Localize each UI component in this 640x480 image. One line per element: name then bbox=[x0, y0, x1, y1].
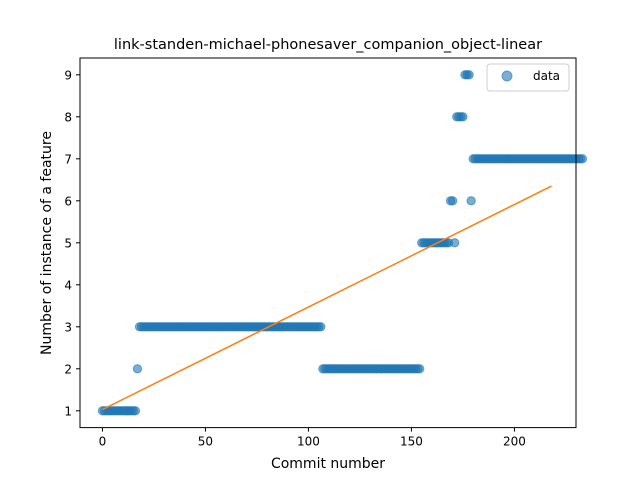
legend-marker bbox=[501, 70, 513, 82]
data-point bbox=[466, 196, 476, 206]
x-tick-label: 200 bbox=[503, 435, 526, 449]
data-point bbox=[464, 70, 474, 80]
y-tick-label: 2 bbox=[64, 362, 72, 376]
data-point bbox=[447, 196, 458, 206]
y-tick-label: 8 bbox=[64, 110, 72, 124]
y-tick-label: 7 bbox=[64, 152, 72, 166]
x-tick-label: 50 bbox=[198, 435, 213, 449]
y-tick-label: 6 bbox=[64, 194, 72, 208]
y-tick-label: 5 bbox=[64, 236, 72, 250]
y-axis-label: Number of instance of a feature bbox=[39, 131, 55, 355]
x-axis-label: Commit number bbox=[271, 456, 385, 472]
y-tick-label: 9 bbox=[64, 68, 72, 82]
y-tick-label: 3 bbox=[64, 320, 72, 334]
y-tick-label: 4 bbox=[64, 278, 72, 292]
chart-title: link-standen-michael-phonesaver_companio… bbox=[114, 37, 542, 53]
data-point bbox=[577, 154, 588, 164]
x-ticks: 0 50 100 150 200 bbox=[99, 427, 526, 449]
fit-line-group bbox=[102, 185, 552, 411]
data-points bbox=[97, 70, 588, 416]
data-point bbox=[316, 322, 326, 332]
x-tick-label: 100 bbox=[297, 435, 320, 449]
data-point bbox=[414, 364, 425, 374]
fit-line bbox=[102, 185, 552, 411]
x-tick-label: 0 bbox=[99, 435, 107, 449]
data-point bbox=[132, 364, 143, 374]
legend: data bbox=[486, 63, 570, 92]
y-tick-label: 1 bbox=[64, 404, 72, 418]
data-point bbox=[130, 406, 141, 416]
y-ticks: 1 2 3 4 5 6 7 8 9 bbox=[64, 68, 80, 418]
data-point bbox=[458, 112, 468, 122]
legend-label: data bbox=[533, 69, 560, 83]
data-point bbox=[449, 238, 460, 248]
x-tick-label: 150 bbox=[400, 435, 423, 449]
